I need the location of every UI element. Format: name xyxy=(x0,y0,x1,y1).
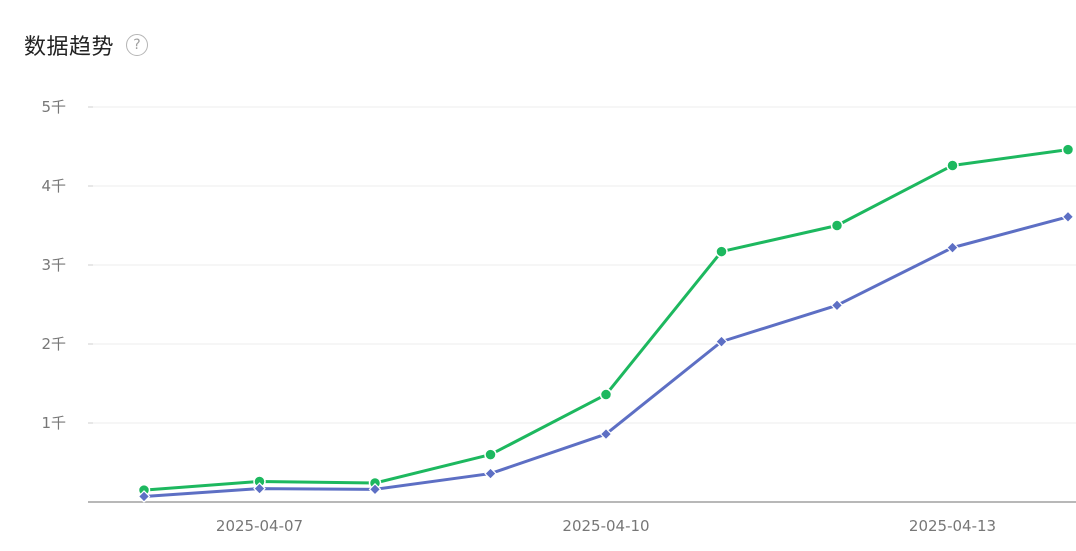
series-line xyxy=(142,215,1070,498)
data-point[interactable] xyxy=(137,490,151,503)
data-point[interactable] xyxy=(368,483,382,496)
y-tick-label: 1千 xyxy=(41,414,66,432)
y-tick-label: 2千 xyxy=(41,335,66,353)
data-point[interactable] xyxy=(1061,210,1075,224)
data-point[interactable] xyxy=(946,159,959,172)
data-point[interactable] xyxy=(484,467,497,480)
x-tick-label: 2025-04-10 xyxy=(562,517,649,535)
grid-lines xyxy=(88,106,1076,424)
x-tick-label: 2025-04-07 xyxy=(216,517,303,535)
data-point[interactable] xyxy=(715,335,728,348)
card-header: 数据趋势 ? xyxy=(24,29,149,61)
series-1 xyxy=(137,143,1075,497)
data-point[interactable] xyxy=(484,448,497,461)
y-tick-label: 5千 xyxy=(41,98,66,116)
y-tick-label: 4千 xyxy=(41,177,66,195)
data-point[interactable] xyxy=(1061,143,1075,156)
chart-title: 数据趋势 xyxy=(24,35,115,60)
data-point[interactable] xyxy=(599,427,613,441)
x-tick-label: 2025-04-13 xyxy=(909,517,996,535)
data-point[interactable] xyxy=(599,388,613,401)
y-tick-label: 3千 xyxy=(41,256,66,274)
data-point[interactable] xyxy=(253,482,266,495)
data-point[interactable] xyxy=(830,219,844,232)
data-point[interactable] xyxy=(830,298,844,312)
data-point[interactable] xyxy=(715,245,728,258)
series-lines xyxy=(137,143,1075,503)
y-axis-ticks: 1千 2千 3千 4千 5千 xyxy=(41,98,93,432)
data-point[interactable] xyxy=(946,241,959,254)
x-axis-ticks: 2025-04-07 2025-04-10 2025-04-13 xyxy=(216,517,996,535)
series-2 xyxy=(137,210,1075,503)
help-question-icon[interactable]: ? xyxy=(126,34,149,56)
